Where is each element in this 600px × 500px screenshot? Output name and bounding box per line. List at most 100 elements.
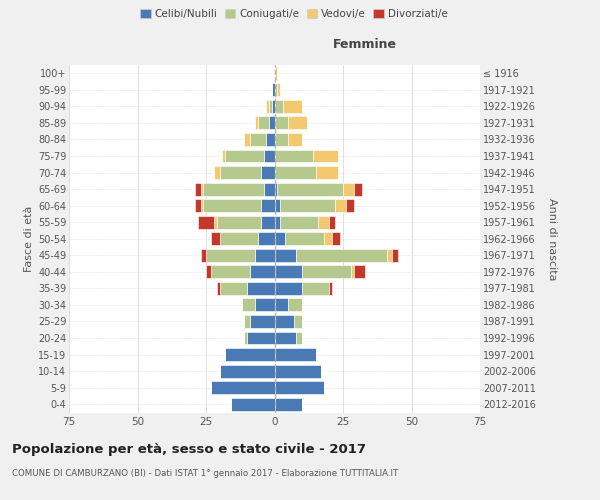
Bar: [220, 282, 247, 295]
Bar: [275, 266, 302, 278]
Bar: [220, 166, 261, 179]
Bar: [223, 150, 225, 162]
Bar: [329, 216, 335, 228]
Bar: [275, 84, 277, 96]
Bar: [280, 199, 335, 212]
Bar: [277, 182, 343, 196]
Bar: [351, 266, 354, 278]
Bar: [288, 116, 307, 130]
Bar: [247, 332, 275, 344]
Bar: [195, 199, 200, 212]
Bar: [354, 182, 362, 196]
Bar: [275, 232, 286, 245]
Bar: [250, 315, 275, 328]
Bar: [200, 249, 206, 262]
Bar: [275, 166, 316, 179]
Bar: [266, 100, 269, 113]
Bar: [217, 282, 220, 295]
Bar: [275, 116, 288, 130]
Bar: [211, 381, 275, 394]
Bar: [244, 315, 250, 328]
Bar: [332, 232, 340, 245]
Bar: [225, 150, 263, 162]
Bar: [266, 133, 275, 146]
Text: Femmine: Femmine: [333, 38, 397, 51]
Y-axis label: Anni di nascita: Anni di nascita: [547, 198, 557, 280]
Bar: [206, 266, 211, 278]
Bar: [275, 100, 283, 113]
Bar: [214, 166, 220, 179]
Bar: [250, 266, 275, 278]
Bar: [316, 166, 338, 179]
Bar: [275, 216, 280, 228]
Bar: [392, 249, 398, 262]
Bar: [277, 84, 280, 96]
Bar: [230, 398, 275, 410]
Bar: [302, 266, 351, 278]
Bar: [258, 232, 275, 245]
Bar: [329, 282, 332, 295]
Bar: [296, 332, 302, 344]
Text: COMUNE DI CAMBURZANO (BI) - Dati ISTAT 1° gennaio 2017 - Elaborazione TUTTITALIA: COMUNE DI CAMBURZANO (BI) - Dati ISTAT 1…: [12, 469, 398, 478]
Text: Popolazione per età, sesso e stato civile - 2017: Popolazione per età, sesso e stato civil…: [12, 442, 366, 456]
Bar: [288, 133, 302, 146]
Bar: [293, 315, 302, 328]
Bar: [288, 298, 302, 312]
Bar: [247, 282, 275, 295]
Bar: [242, 298, 256, 312]
Bar: [387, 249, 392, 262]
Bar: [272, 84, 275, 96]
Bar: [256, 298, 275, 312]
Bar: [354, 266, 365, 278]
Bar: [256, 249, 275, 262]
Bar: [220, 232, 258, 245]
Bar: [272, 100, 275, 113]
Bar: [256, 116, 258, 130]
Bar: [217, 216, 261, 228]
Bar: [225, 348, 275, 361]
Bar: [275, 398, 302, 410]
Bar: [324, 232, 332, 245]
Bar: [296, 249, 387, 262]
Bar: [335, 199, 346, 212]
Y-axis label: Fasce di età: Fasce di età: [23, 206, 34, 272]
Bar: [275, 150, 313, 162]
Bar: [275, 298, 288, 312]
Bar: [200, 199, 203, 212]
Bar: [275, 315, 293, 328]
Bar: [244, 133, 250, 146]
Legend: Celibi/Nubili, Coniugati/e, Vedovi/e, Divorziati/e: Celibi/Nubili, Coniugati/e, Vedovi/e, Di…: [136, 5, 452, 24]
Bar: [275, 381, 324, 394]
Bar: [261, 199, 275, 212]
Bar: [275, 133, 288, 146]
Bar: [195, 182, 200, 196]
Bar: [269, 116, 275, 130]
Bar: [346, 199, 354, 212]
Bar: [269, 100, 272, 113]
Bar: [263, 150, 275, 162]
Bar: [258, 116, 269, 130]
Bar: [275, 348, 316, 361]
Bar: [275, 182, 277, 196]
Bar: [302, 282, 329, 295]
Bar: [275, 249, 296, 262]
Bar: [211, 232, 220, 245]
Bar: [200, 182, 203, 196]
Bar: [214, 216, 217, 228]
Bar: [319, 216, 329, 228]
Bar: [203, 182, 263, 196]
Bar: [261, 166, 275, 179]
Bar: [313, 150, 338, 162]
Bar: [280, 216, 319, 228]
Bar: [261, 216, 275, 228]
Bar: [220, 364, 275, 378]
Bar: [275, 67, 277, 80]
Bar: [275, 364, 321, 378]
Bar: [206, 249, 256, 262]
Bar: [275, 282, 302, 295]
Bar: [250, 133, 266, 146]
Bar: [343, 182, 354, 196]
Bar: [275, 199, 280, 212]
Bar: [198, 216, 214, 228]
Bar: [283, 100, 302, 113]
